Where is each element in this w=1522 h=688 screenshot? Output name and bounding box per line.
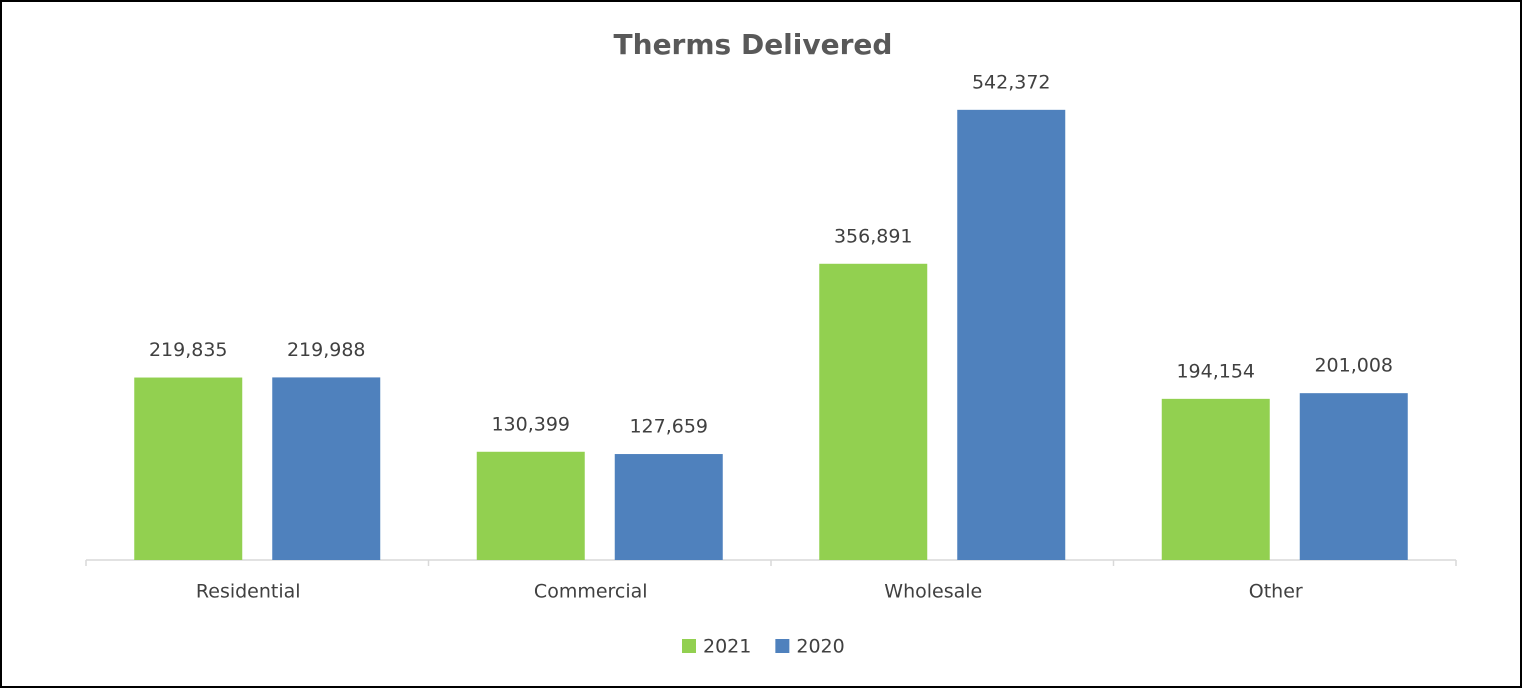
bar <box>957 109 1066 560</box>
bar <box>1299 393 1408 560</box>
legend-swatch <box>682 639 696 653</box>
x-tick-label: Commercial <box>534 581 648 603</box>
value-label: 542,372 <box>972 71 1051 93</box>
value-label: 127,659 <box>629 416 708 438</box>
bar <box>272 377 381 560</box>
value-label: 194,154 <box>1176 360 1255 382</box>
value-label: 201,008 <box>1314 355 1393 377</box>
value-label: 219,835 <box>149 339 228 361</box>
value-label: 356,891 <box>834 225 913 247</box>
x-tick-label: Other <box>1249 581 1303 603</box>
bar <box>134 377 243 560</box>
value-label: 219,988 <box>287 339 366 361</box>
chart-title: Therms Delivered <box>614 28 893 61</box>
bar <box>1161 398 1270 560</box>
bar <box>614 454 723 560</box>
legend-swatch <box>775 639 790 653</box>
legend-label: 2021 <box>703 636 751 658</box>
legend-label: 2020 <box>796 636 844 658</box>
bar <box>476 451 585 560</box>
value-label: 130,399 <box>491 413 570 435</box>
x-tick-label: Residential <box>196 581 301 603</box>
bar <box>819 263 928 560</box>
x-tick-label: Wholesale <box>884 581 982 603</box>
